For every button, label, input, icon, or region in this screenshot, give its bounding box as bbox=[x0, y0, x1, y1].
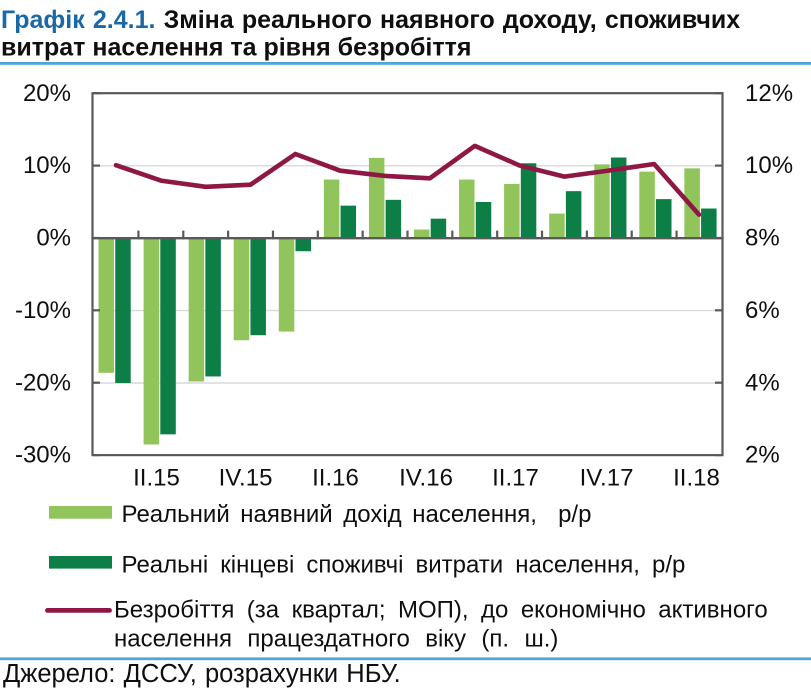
svg-text:II.17: II.17 bbox=[492, 465, 539, 492]
svg-text:Безробіття (за квартал; МОП),: Безробіття (за квартал; МОП), до економі… bbox=[114, 597, 768, 624]
svg-text:IV.16: IV.16 bbox=[399, 465, 453, 492]
svg-text:Реальні кінцеві споживчі витра: Реальні кінцеві споживчі витрати населен… bbox=[122, 552, 686, 579]
svg-text:IV.17: IV.17 bbox=[580, 465, 634, 492]
svg-text:8%: 8% bbox=[745, 225, 780, 252]
svg-text:2%: 2% bbox=[745, 442, 780, 469]
svg-text:10%: 10% bbox=[745, 152, 793, 179]
svg-text:витрат населення та рівня безр: витрат населення та рівня безробіття bbox=[1, 34, 471, 62]
svg-text:Реальний наявний дохід населен: Реальний наявний дохід населення, р/р bbox=[122, 501, 592, 528]
svg-text:-20%: -20% bbox=[15, 369, 71, 396]
svg-text:Графік 2.4.1. Зміна реального: Графік 2.4.1. Зміна реального наявного д… bbox=[1, 6, 740, 34]
svg-text:II.15: II.15 bbox=[133, 465, 180, 492]
svg-text:20%: 20% bbox=[23, 80, 71, 107]
svg-text:Джерело: ДССУ, розрахунки НБУ.: Джерело: ДССУ, розрахунки НБУ. bbox=[3, 660, 401, 688]
svg-text:населення працездатного віку (: населення працездатного віку (п. ш.) bbox=[114, 626, 558, 653]
svg-text:10%: 10% bbox=[23, 152, 71, 179]
svg-text:-30%: -30% bbox=[15, 442, 71, 469]
svg-text:II.16: II.16 bbox=[312, 465, 359, 492]
svg-text:II.18: II.18 bbox=[673, 465, 720, 492]
svg-text:0%: 0% bbox=[36, 225, 71, 252]
svg-text:12%: 12% bbox=[745, 80, 793, 107]
svg-text:IV.15: IV.15 bbox=[219, 465, 273, 492]
svg-text:-10%: -10% bbox=[15, 297, 71, 324]
svg-text:4%: 4% bbox=[745, 369, 780, 396]
svg-text:6%: 6% bbox=[745, 297, 780, 324]
